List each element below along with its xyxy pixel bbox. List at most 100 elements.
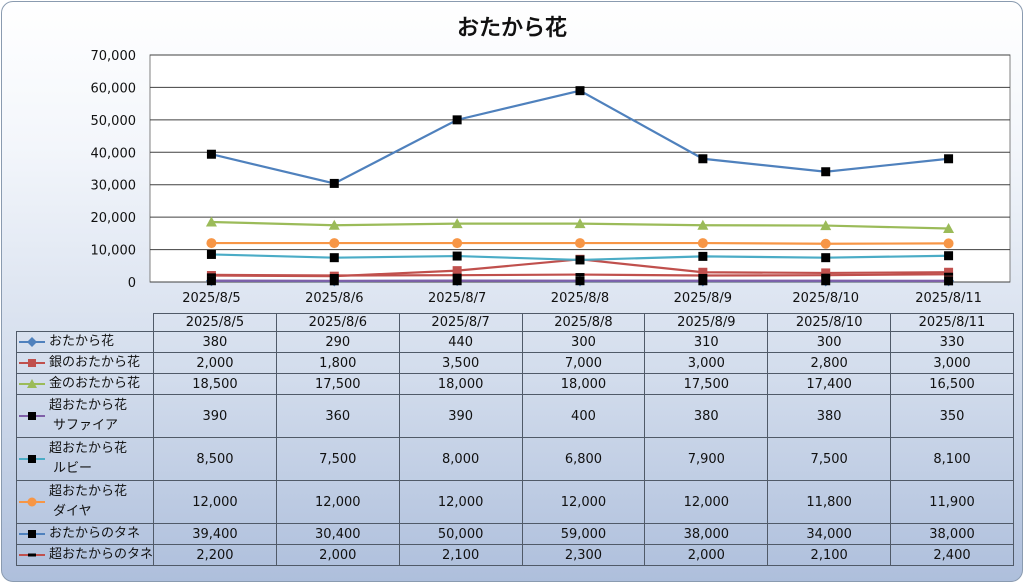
table-cell: 380	[767, 394, 892, 438]
data-table: 2025/8/5 2025/8/6 2025/8/7 2025/8/8 2025/8/9…	[15, 313, 1014, 566]
data-point	[821, 253, 831, 263]
legend-key-icon	[19, 553, 45, 557]
legend-marker	[27, 337, 37, 347]
y-tick-label: 0	[128, 276, 136, 291]
legend-key-icon	[19, 379, 45, 388]
table-column-header: 2025/8/5	[153, 313, 277, 332]
data-point	[452, 273, 462, 277]
series-name: 超おたからのタネ	[49, 547, 154, 562]
table-cell: 8,500	[153, 437, 277, 481]
data-point	[943, 238, 954, 249]
series-name-cell: 金のおたから花	[15, 373, 155, 395]
table-cell: 34,000	[767, 523, 892, 545]
table-cell: 360	[275, 394, 400, 438]
table-cell: 17,500	[275, 373, 400, 395]
x-tick-label: 2025/8/7	[428, 291, 486, 306]
table-row: 超おたから花 サファイア 390 360 390 400 380 380 350	[15, 394, 1014, 438]
table-cell: 2,200	[153, 544, 277, 566]
table-cell: 3,000	[890, 352, 1014, 374]
table-cell: 12,000	[521, 480, 646, 524]
table-column-header: 2025/8/9	[644, 313, 769, 332]
data-point	[206, 276, 216, 286]
series-name-cell: おたから花	[15, 331, 155, 353]
series-name: おたから花	[49, 334, 115, 349]
data-point	[697, 219, 709, 230]
data-point	[205, 216, 217, 227]
series-name: おたからのタネ	[49, 526, 141, 541]
data-point	[451, 218, 463, 229]
series-name-cell: 超おたからのタネ	[15, 544, 155, 566]
table-cell: 380	[153, 331, 277, 353]
data-point	[698, 154, 708, 164]
chart-title: おたから花	[456, 16, 567, 41]
table-cell: 2,100	[767, 544, 892, 566]
data-point	[575, 86, 585, 96]
table-cell: 310	[644, 331, 769, 353]
table-cell: 12,000	[153, 480, 277, 524]
table-cell: 11,800	[767, 480, 892, 524]
data-point	[328, 219, 340, 230]
data-point	[206, 238, 217, 249]
data-point	[944, 251, 954, 261]
data-point	[944, 276, 954, 286]
table-cell: 8,000	[398, 437, 523, 481]
data-point	[452, 266, 462, 276]
legend-key-icon	[19, 412, 45, 420]
table-cell: 440	[398, 331, 523, 353]
legend-marker	[28, 553, 36, 557]
data-point	[821, 268, 831, 278]
table-row: 超おたから花 ルビー 8,500 7,500 8,000 6,800 7,900 7,500 8…	[15, 437, 1014, 481]
data-point	[329, 178, 339, 188]
table-cell: 7,500	[767, 437, 892, 481]
data-point	[944, 267, 954, 277]
x-tick-label: 2025/8/9	[674, 291, 732, 306]
table-cell: 380	[644, 394, 769, 438]
data-point	[821, 167, 831, 177]
table-cell: 3,500	[398, 352, 523, 374]
legend-key-icon	[19, 359, 45, 367]
table-column-header: 2025/8/8	[521, 313, 646, 332]
table-cell: 8,100	[890, 437, 1014, 481]
table-cell: 390	[153, 394, 277, 438]
data-point	[206, 273, 216, 277]
data-point	[943, 222, 955, 233]
legend-key-icon	[19, 337, 45, 347]
table-row: おたから花 380 290 440 300 310 300 330	[15, 331, 1014, 353]
series-name-line2: ダイヤ	[53, 504, 92, 519]
series-name-cell: 銀のおたから花	[15, 352, 155, 374]
series-4	[206, 249, 954, 265]
table-cell: 350	[890, 394, 1014, 438]
y-tick-label: 50,000	[91, 114, 137, 129]
table-cell: 1,800	[275, 352, 400, 374]
series-name: 金のおたから花	[49, 376, 141, 391]
table-cell: 38,000	[644, 523, 769, 545]
series-name: 超おたから花	[49, 398, 128, 413]
data-point	[329, 276, 339, 286]
table-cell: 59,000	[521, 523, 646, 545]
data-point	[697, 238, 708, 249]
data-point	[206, 149, 216, 159]
table-cell: 30,400	[275, 523, 400, 545]
x-tick-label: 2025/8/11	[915, 291, 982, 306]
table-cell: 300	[521, 331, 646, 353]
data-point	[698, 276, 708, 286]
data-point	[452, 238, 463, 249]
data-point	[821, 276, 831, 286]
table-cell: 18,500	[153, 373, 277, 395]
series-name-line2: サファイア	[53, 418, 119, 433]
table-row: 超おたからのタネ 2,200 2,000 2,100 2,300 2,000 2,100 2,…	[15, 544, 1014, 566]
legend-key-icon	[19, 455, 45, 463]
series-name-cell: 超おたから花 ダイヤ	[15, 480, 155, 524]
series-name-cell: 超おたから花 ルビー	[15, 437, 155, 481]
y-tick-label: 30,000	[91, 179, 137, 194]
series-name: 超おたから花	[49, 441, 128, 456]
table-cell: 2,300	[521, 544, 646, 566]
table-cell: 11,900	[890, 480, 1014, 524]
series-6	[206, 86, 954, 188]
data-point	[329, 253, 339, 263]
data-point	[944, 272, 954, 276]
table-cell: 2,400	[890, 544, 1014, 566]
table-column-header: 2025/8/6	[275, 313, 400, 332]
line-chart: 0 10,000 20,000 30,000 40,000 50,000 60,000 70,…	[91, 49, 1011, 306]
